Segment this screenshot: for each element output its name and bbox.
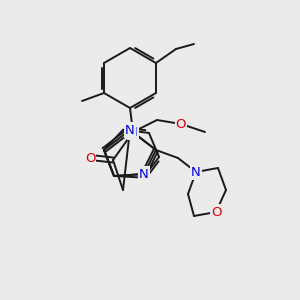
Text: N: N <box>139 167 149 181</box>
Text: N: N <box>191 166 201 178</box>
Text: N: N <box>125 124 135 136</box>
Text: O: O <box>176 118 186 130</box>
Text: O: O <box>211 206 221 218</box>
Text: N: N <box>128 125 138 139</box>
Text: O: O <box>85 152 95 164</box>
